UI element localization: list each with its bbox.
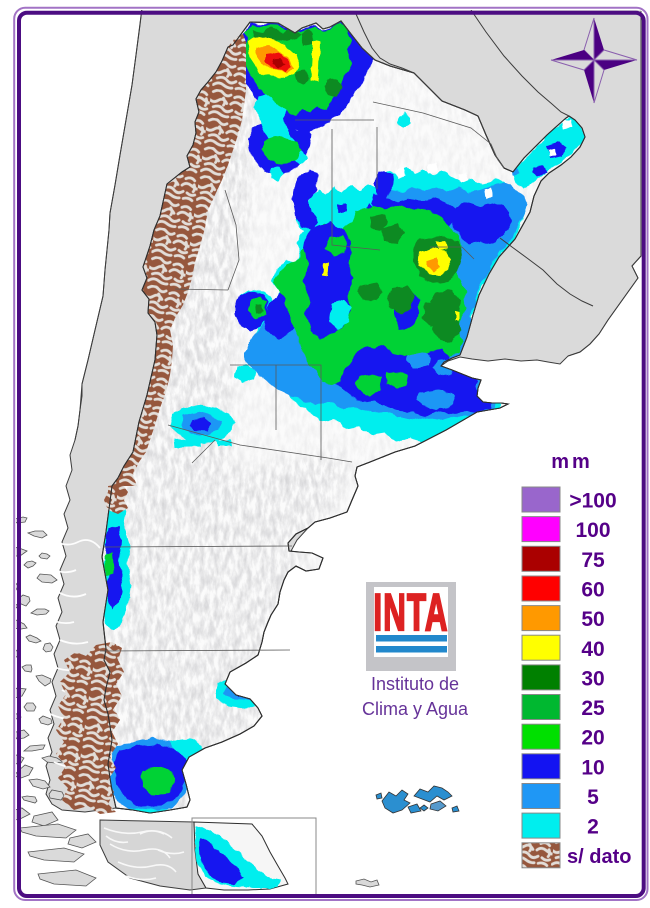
svg-text:50: 50	[581, 608, 604, 631]
svg-text:100: 100	[575, 519, 610, 542]
svg-text:s/ dato: s/ dato	[567, 846, 631, 868]
svg-text:Instituto de: Instituto de	[371, 674, 459, 694]
svg-text:75: 75	[581, 549, 605, 572]
svg-text:mm: mm	[551, 451, 593, 473]
svg-text:INTA: INTA	[373, 584, 448, 642]
svg-text:10: 10	[581, 756, 604, 779]
svg-text:5: 5	[587, 786, 599, 809]
svg-text:40: 40	[581, 638, 604, 661]
svg-text:60: 60	[581, 579, 604, 602]
svg-text:20: 20	[581, 727, 604, 750]
svg-text:25: 25	[581, 697, 605, 720]
svg-text:>100: >100	[569, 490, 616, 513]
svg-text:30: 30	[581, 667, 604, 690]
svg-text:Clima y Agua: Clima y Agua	[362, 699, 469, 719]
svg-text:2: 2	[587, 816, 599, 839]
